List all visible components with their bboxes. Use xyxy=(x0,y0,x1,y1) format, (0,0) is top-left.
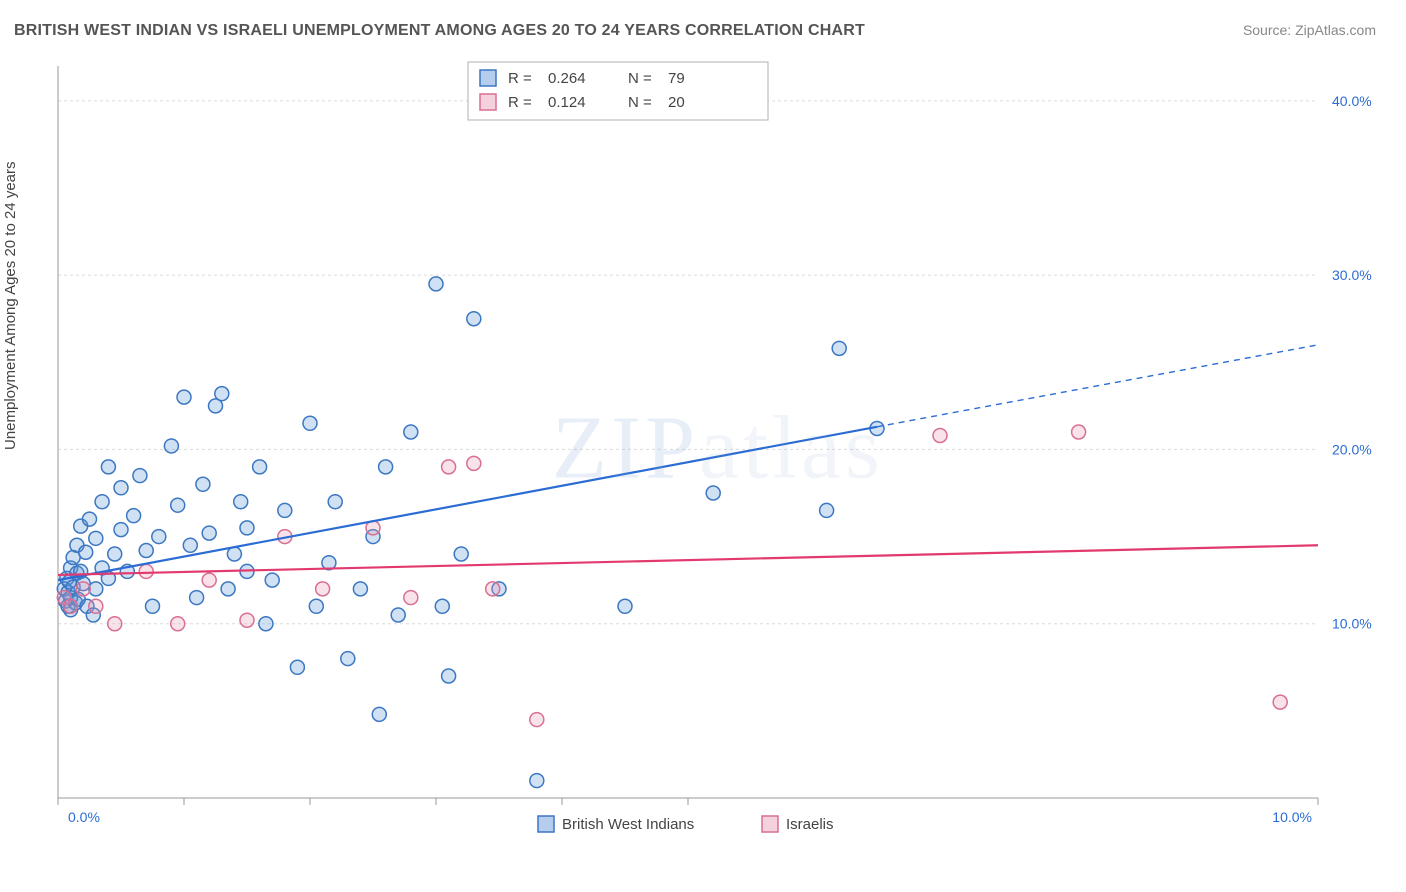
point-bwi xyxy=(114,523,128,537)
y-tick-label: 30.0% xyxy=(1332,267,1372,283)
point-bwi xyxy=(240,521,254,535)
point-bwi xyxy=(278,503,292,517)
legend-n-label: N = xyxy=(628,94,652,111)
legend-swatch xyxy=(762,816,778,832)
chart-canvas: 10.0% 20.0% 30.0% 40.0% 0.0% 10.0% R = 0.264 N =… xyxy=(48,48,1388,848)
point-israeli xyxy=(240,613,254,627)
point-bwi xyxy=(146,599,160,613)
trendline-israeli xyxy=(58,545,1318,575)
point-bwi xyxy=(303,416,317,430)
point-bwi xyxy=(290,660,304,674)
legend-n-value: 79 xyxy=(668,70,685,87)
point-israeli xyxy=(442,460,456,474)
point-bwi xyxy=(379,460,393,474)
x-tick-label: 0.0% xyxy=(68,809,100,825)
y-axis-label: Unemployment Among Ages 20 to 24 years xyxy=(2,161,19,450)
x-tick-label: 10.0% xyxy=(1272,809,1312,825)
point-bwi xyxy=(404,425,418,439)
point-bwi xyxy=(706,486,720,500)
point-bwi xyxy=(530,774,544,788)
legend-swatch xyxy=(480,70,496,86)
point-israeli xyxy=(76,582,90,596)
chart-title: BRITISH WEST INDIAN VS ISRAELI UNEMPLOYM… xyxy=(14,22,865,40)
point-bwi xyxy=(127,509,141,523)
legend-swatch xyxy=(538,816,554,832)
point-bwi xyxy=(171,498,185,512)
legend-r-label: R = xyxy=(508,70,532,87)
point-bwi xyxy=(108,547,122,561)
legend-n-label: N = xyxy=(628,70,652,87)
point-bwi xyxy=(79,545,93,559)
point-israeli xyxy=(64,599,78,613)
trendline-bwi-extrapolated xyxy=(877,345,1318,427)
point-bwi xyxy=(832,341,846,355)
point-bwi xyxy=(341,652,355,666)
point-bwi xyxy=(467,312,481,326)
point-bwi xyxy=(820,503,834,517)
point-bwi xyxy=(83,512,97,526)
point-bwi xyxy=(435,599,449,613)
point-bwi xyxy=(190,591,204,605)
source-attribution: Source: ZipAtlas.com xyxy=(1243,22,1376,38)
point-bwi xyxy=(196,477,210,491)
point-bwi xyxy=(442,669,456,683)
point-bwi xyxy=(95,495,109,509)
point-bwi xyxy=(618,599,632,613)
point-bwi xyxy=(454,547,468,561)
point-bwi xyxy=(114,481,128,495)
point-bwi xyxy=(353,582,367,596)
y-tick-label: 20.0% xyxy=(1332,441,1372,457)
point-israeli xyxy=(486,582,500,596)
point-bwi xyxy=(328,495,342,509)
point-bwi xyxy=(391,608,405,622)
point-bwi xyxy=(259,617,273,631)
point-bwi xyxy=(101,460,115,474)
point-bwi xyxy=(253,460,267,474)
point-bwi xyxy=(152,530,166,544)
point-bwi xyxy=(89,531,103,545)
point-israeli xyxy=(202,573,216,587)
point-bwi xyxy=(221,582,235,596)
point-bwi xyxy=(183,538,197,552)
point-israeli xyxy=(316,582,330,596)
point-israeli xyxy=(933,428,947,442)
y-tick-label: 10.0% xyxy=(1332,616,1372,632)
scatter-plot: 10.0% 20.0% 30.0% 40.0% 0.0% 10.0% R = 0.264 N =… xyxy=(48,48,1388,848)
y-tick-label: 40.0% xyxy=(1332,93,1372,109)
point-bwi xyxy=(164,439,178,453)
legend-n-value: 20 xyxy=(668,94,685,111)
point-bwi xyxy=(372,707,386,721)
point-bwi xyxy=(429,277,443,291)
point-israeli xyxy=(139,564,153,578)
point-bwi xyxy=(139,544,153,558)
legend-series-label: British West Indians xyxy=(562,816,694,833)
point-israeli xyxy=(1072,425,1086,439)
point-bwi xyxy=(215,387,229,401)
point-israeli xyxy=(1273,695,1287,709)
point-bwi xyxy=(265,573,279,587)
legend-r-value: 0.264 xyxy=(548,70,586,87)
point-israeli xyxy=(171,617,185,631)
point-israeli xyxy=(89,599,103,613)
point-israeli xyxy=(404,591,418,605)
point-bwi xyxy=(177,390,191,404)
legend-swatch xyxy=(480,94,496,110)
point-bwi xyxy=(202,526,216,540)
legend-series-label: Israelis xyxy=(786,816,834,833)
point-bwi xyxy=(133,469,147,483)
legend-r-value: 0.124 xyxy=(548,94,586,111)
point-israeli xyxy=(108,617,122,631)
legend-r-label: R = xyxy=(508,94,532,111)
point-bwi xyxy=(309,599,323,613)
point-bwi xyxy=(234,495,248,509)
point-israeli xyxy=(530,713,544,727)
point-israeli xyxy=(467,456,481,470)
